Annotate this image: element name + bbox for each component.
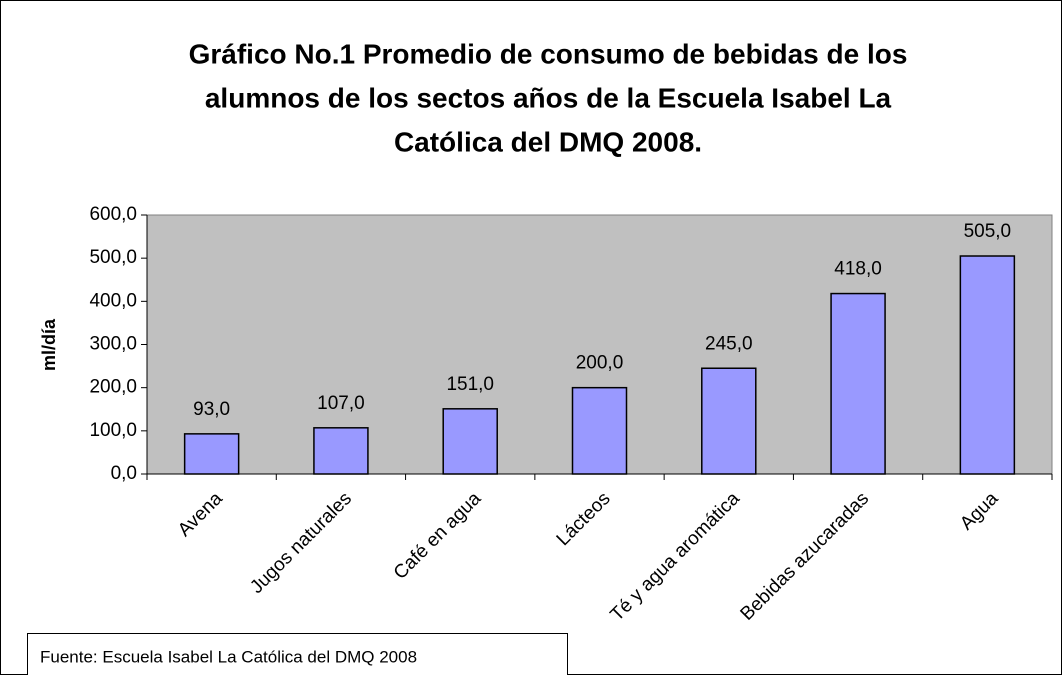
bar [571,386,628,475]
value-label: 151,0 [446,374,494,395]
value-label: 245,0 [705,333,753,354]
y-tick-label: 100,0 [89,420,137,441]
value-label: 200,0 [576,353,624,374]
bar [701,367,757,475]
bar [830,292,886,475]
chart-title: Católica del DMQ 2008. [394,126,702,157]
bar [442,408,498,475]
source-note: Fuente: Escuela Isabel La Católica del D… [40,647,417,666]
y-tick-label: 400,0 [89,290,137,311]
value-label: 93,0 [193,399,230,420]
y-tick-label: 500,0 [89,247,137,268]
value-label: 505,0 [964,221,1012,242]
chart-title: Gráfico No.1 Promedio de consumo de bebi… [189,38,908,69]
bar [313,427,369,475]
y-tick-label: 600,0 [89,204,137,225]
y-tick-label: 0,0 [111,463,137,484]
chart-title: alumnos de los sectos años de la Escuela… [205,82,892,113]
y-tick-label: 300,0 [89,334,137,355]
value-label: 107,0 [317,393,365,414]
source-box [27,633,568,675]
bar [959,255,1016,475]
value-label: 418,0 [834,259,882,280]
y-axis-label: ml/día [39,318,59,371]
y-tick-label: 200,0 [89,377,137,398]
bar [183,433,240,475]
